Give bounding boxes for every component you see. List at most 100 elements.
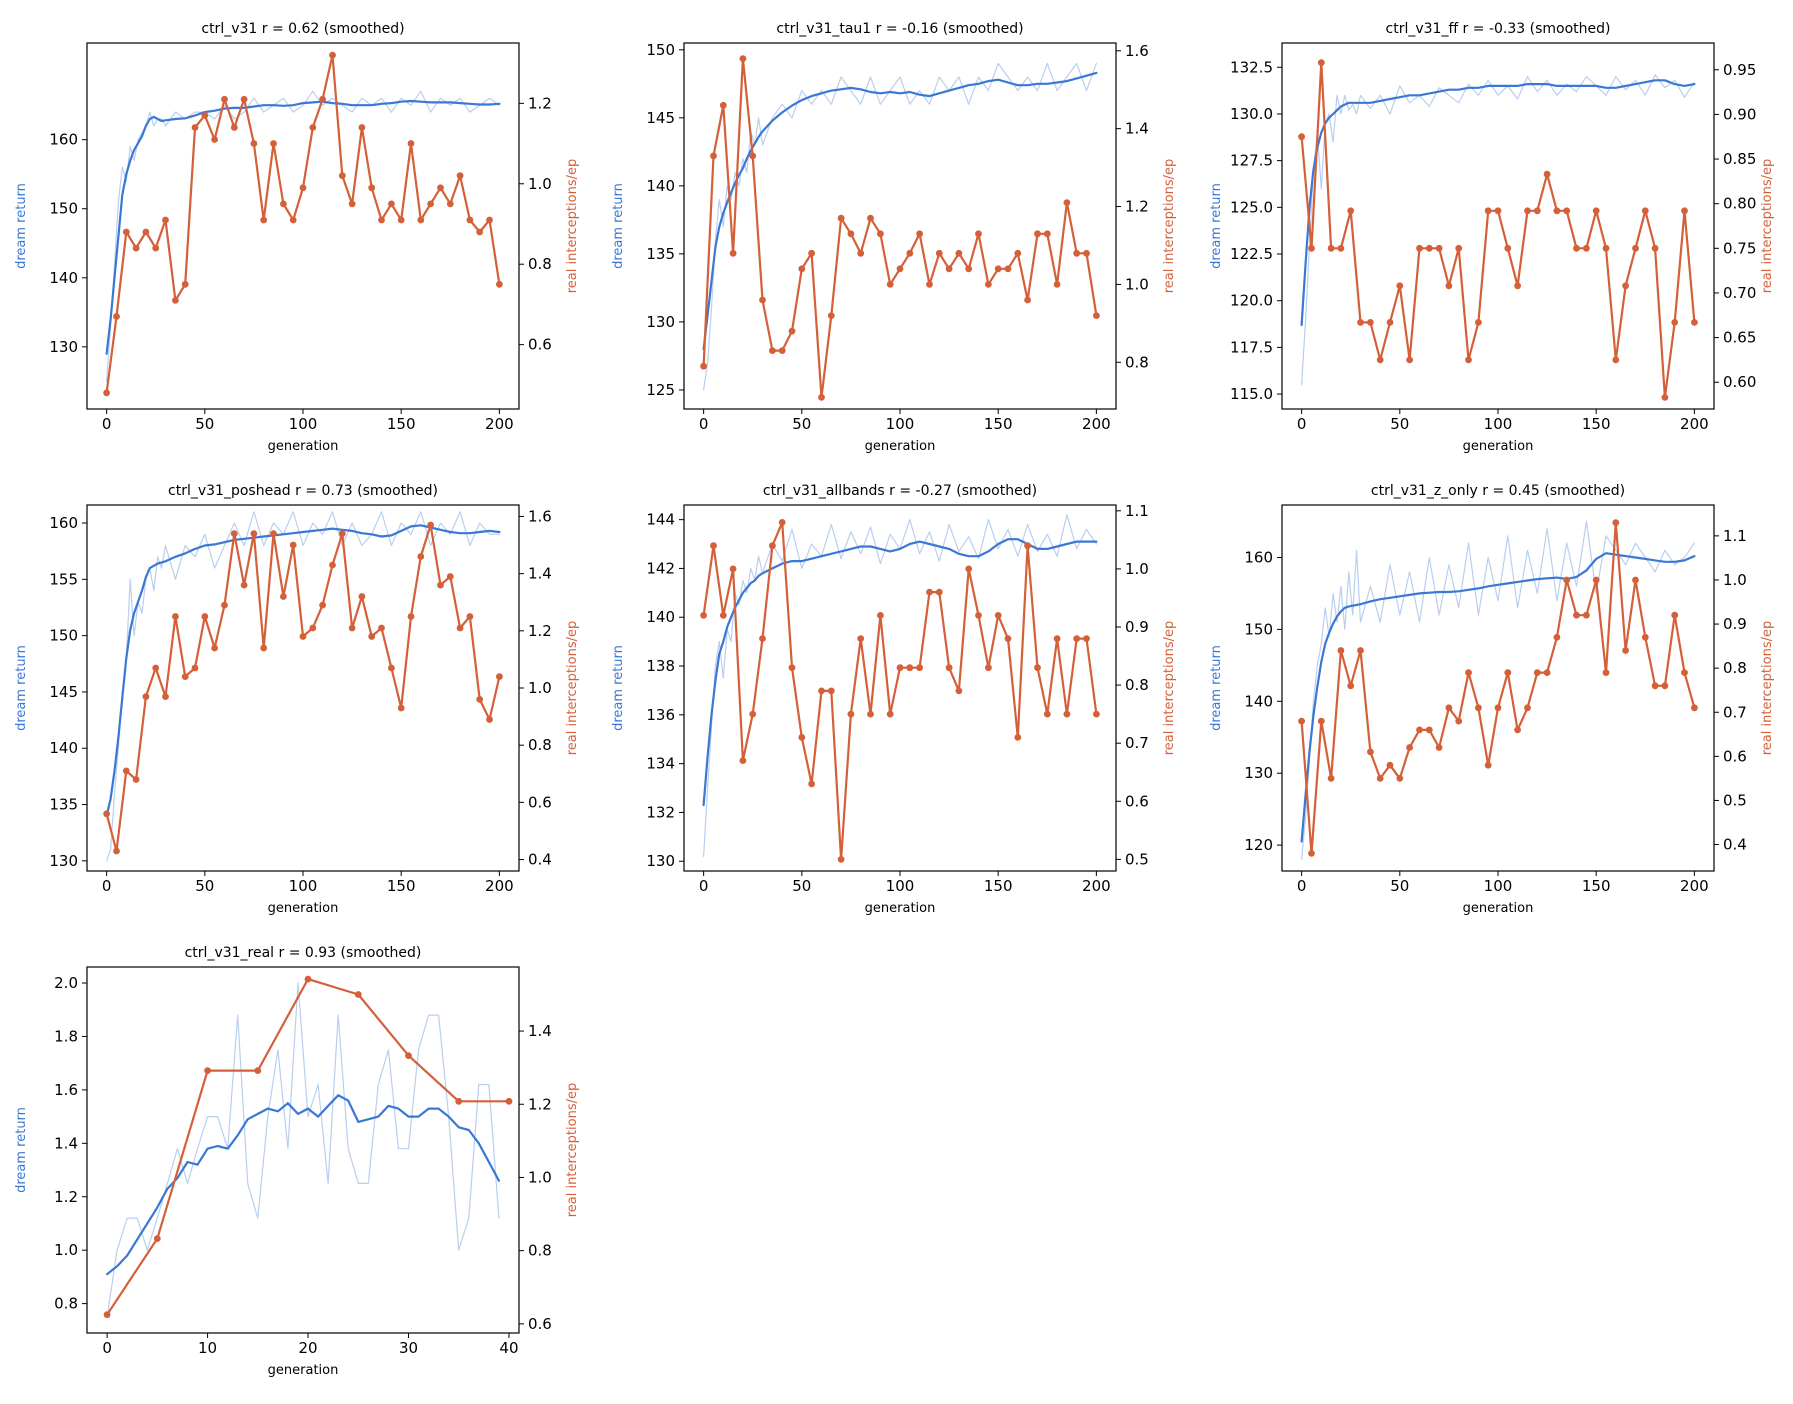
data-point	[1337, 647, 1345, 654]
data-point	[1543, 170, 1551, 178]
data-point	[1435, 744, 1443, 751]
y2-tick-label: 1.2	[528, 622, 552, 640]
x-axis-label: generation	[268, 901, 339, 916]
data-point	[1632, 576, 1639, 584]
y-tick-label: 115.0	[1230, 385, 1273, 403]
x-tick-label: 50	[195, 877, 214, 895]
data-point	[1671, 319, 1679, 326]
data-point	[476, 228, 484, 236]
data-point	[1553, 207, 1561, 215]
chart-title: ctrl_v31_ff r = -0.33 (smoothed)	[1386, 21, 1611, 37]
data-point	[1671, 611, 1679, 619]
x-tick-label: 100	[886, 877, 915, 895]
data-point	[319, 95, 326, 103]
data-point	[1337, 244, 1345, 252]
y2-axis-label: real interceptions/ep	[565, 1083, 580, 1217]
data-point	[700, 362, 707, 370]
data-point	[1317, 59, 1325, 66]
data-point	[1357, 647, 1364, 654]
data-point	[1024, 296, 1031, 304]
data-point	[153, 1235, 161, 1242]
data-point	[162, 693, 169, 700]
x-tick-label: 30	[399, 1339, 418, 1357]
data-point	[1622, 282, 1629, 290]
data-point	[886, 281, 894, 288]
data-point	[466, 216, 474, 224]
data-point	[1533, 207, 1541, 215]
data-point	[896, 664, 904, 672]
data-point	[407, 140, 415, 147]
data-point	[1622, 647, 1629, 654]
data-point	[446, 200, 454, 208]
data-point	[397, 216, 405, 224]
data-point	[778, 347, 786, 354]
y2-axis-label: real interceptions/ep	[565, 159, 580, 293]
x-tick-label: 100	[289, 877, 318, 895]
series-line-smooth	[1300, 79, 1696, 327]
data-point	[1455, 717, 1463, 725]
series-line-raw	[105, 90, 500, 382]
series-line-raw	[702, 62, 1098, 391]
y-axis-label: dream return	[1209, 645, 1224, 731]
data-point	[719, 612, 727, 619]
y2-tick-label: 1.1	[1125, 502, 1149, 520]
data-point	[427, 200, 434, 208]
y2-axis-label: real interceptions/ep	[565, 621, 580, 755]
data-point	[319, 601, 326, 609]
x-axis-label: generation	[268, 1363, 339, 1378]
x-tick-label: 200	[485, 877, 514, 895]
data-point	[446, 573, 454, 580]
chart-panel-3: 0 50 100 150 200 115.0 117.5 120.0 122.5 125.0 127…	[1209, 21, 1775, 454]
data-point	[926, 588, 933, 596]
y2-tick-label: 0.4	[1723, 836, 1747, 854]
data-point	[211, 644, 219, 652]
data-point	[1014, 734, 1022, 741]
data-point	[378, 216, 385, 224]
data-point	[1357, 319, 1364, 326]
data-point	[877, 230, 884, 238]
data-point	[1024, 542, 1031, 550]
x-tick-label: 150	[984, 415, 1013, 433]
y2-tick-label: 0.60	[1723, 373, 1756, 391]
data-point	[1651, 244, 1659, 252]
data-point	[1073, 249, 1081, 257]
data-point	[788, 664, 796, 672]
x-axis-label: generation	[1463, 439, 1534, 454]
data-point	[886, 710, 894, 718]
data-point	[1308, 850, 1315, 857]
data-point	[1367, 748, 1374, 756]
series-line-raw	[106, 982, 500, 1318]
data-point	[191, 664, 199, 672]
data-point	[1386, 319, 1394, 326]
data-point	[1612, 519, 1620, 526]
y-tick-label: 1.8	[54, 1027, 78, 1045]
data-point	[710, 152, 717, 160]
data-point	[172, 613, 179, 620]
y-tick-label: 132	[646, 803, 675, 821]
y-tick-label: 130	[49, 852, 78, 870]
data-point	[778, 519, 786, 526]
data-point	[1347, 682, 1355, 690]
y2-tick-label: 0.8	[528, 736, 552, 754]
y-tick-label: 134	[646, 755, 675, 773]
data-point	[240, 581, 248, 589]
data-point	[437, 184, 444, 192]
data-point	[1093, 312, 1100, 319]
data-point	[1093, 710, 1100, 718]
data-point	[906, 249, 914, 257]
y-tick-label: 130	[1244, 764, 1273, 782]
data-point	[455, 1097, 463, 1105]
x-tick-label: 0	[102, 877, 112, 895]
y2-tick-label: 1.4	[528, 1022, 552, 1040]
plot-frame	[86, 42, 520, 410]
data-point	[113, 313, 120, 320]
y2-tick-label: 1.6	[1125, 42, 1149, 60]
y-tick-label: 145	[49, 683, 78, 701]
y-axis-label: dream return	[14, 645, 29, 731]
y2-tick-label: 1.4	[1125, 120, 1149, 138]
data-point	[994, 612, 1002, 619]
y-tick-label: 144	[646, 511, 675, 529]
data-point	[221, 601, 228, 609]
y-tick-label: 1.6	[54, 1081, 78, 1099]
data-point	[388, 664, 395, 672]
